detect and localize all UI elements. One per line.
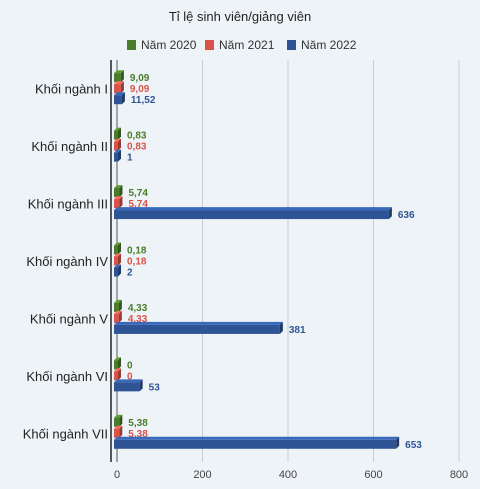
- data-label-3-6: 53: [149, 382, 161, 393]
- x-tick-label-200: 200: [193, 469, 211, 481]
- data-label-1-2: 0,83: [127, 131, 147, 142]
- bars: 9,099,0911,520,830,8315,745,746360,180,1…: [114, 70, 422, 451]
- data-label-2-6: 0: [127, 371, 133, 382]
- bar-2-7[interactable]: [114, 425, 123, 438]
- data-label-3-3: 636: [398, 210, 415, 221]
- data-label-3-5: 381: [289, 325, 306, 336]
- bar-3-6[interactable]: [114, 379, 143, 392]
- data-label-3-4: 2: [127, 268, 133, 279]
- data-label-2-2: 0,83: [127, 142, 147, 153]
- data-label-1-5: 4,33: [128, 303, 148, 314]
- bar-1-6[interactable]: [114, 357, 121, 370]
- legend-swatch-1[interactable]: [127, 40, 136, 50]
- category-labels: Khối ngành I Khối ngành II Khối ngành III K…: [23, 82, 109, 442]
- legend-swatch-3[interactable]: [287, 40, 296, 50]
- data-label-2-5: 4,33: [128, 314, 148, 325]
- data-label-2-1: 9,09: [130, 84, 150, 95]
- data-label-2-4: 0,18: [127, 257, 147, 268]
- data-label-2-3: 5,74: [128, 199, 148, 210]
- bar-3-7[interactable]: [114, 436, 400, 449]
- bar-1-2[interactable]: [114, 127, 121, 140]
- data-label-2-7: 5,38: [128, 429, 148, 440]
- bar-3-3[interactable]: [114, 207, 392, 220]
- bar-2-5[interactable]: [114, 310, 122, 323]
- x-tick-label-800: 800: [450, 469, 468, 481]
- data-label-1-1: 9,09: [130, 73, 150, 84]
- chart-title: Tỉ lệ sinh viên/giảng viên: [169, 9, 311, 24]
- bar-3-5[interactable]: [114, 321, 283, 334]
- x-tick-label-0: 0: [114, 469, 120, 481]
- data-label-1-7: 5,38: [128, 418, 148, 429]
- data-label-1-3: 5,74: [128, 188, 148, 199]
- bar-1-7[interactable]: [114, 414, 123, 427]
- category-label-5: Khối ngành V: [30, 311, 108, 326]
- bar-1-3[interactable]: [114, 185, 123, 198]
- bar-2-1[interactable]: [114, 81, 124, 94]
- category-label-7: Khối ngành VII: [23, 426, 108, 441]
- data-label-3-2: 1: [127, 153, 133, 164]
- category-label-4: Khối ngành IV: [26, 254, 108, 269]
- data-label-3-1: 11,52: [131, 95, 156, 106]
- legend-label-1[interactable]: Năm 2020: [141, 38, 197, 52]
- data-label-1-6: 0: [127, 360, 133, 371]
- x-tick-label-400: 400: [279, 469, 297, 481]
- grid: [110, 60, 460, 462]
- category-label-2: Khối ngành II: [31, 139, 108, 154]
- bar-1-1[interactable]: [114, 70, 124, 83]
- bar-3-2[interactable]: [114, 149, 121, 162]
- bar-2-3[interactable]: [114, 196, 123, 209]
- category-label-1: Khối ngành I: [35, 82, 108, 97]
- bar-1-5[interactable]: [114, 299, 122, 312]
- x-tick-labels: 0 200 400 600 800: [114, 469, 468, 481]
- legend-swatch-2[interactable]: [205, 40, 214, 50]
- legend-label-3[interactable]: Năm 2022: [301, 38, 357, 52]
- data-label-3-7: 653: [405, 440, 422, 451]
- legend: Năm 2020 Năm 2021 Năm 2022: [127, 38, 357, 52]
- bar-3-4[interactable]: [114, 264, 121, 277]
- legend-label-2[interactable]: Năm 2021: [219, 38, 275, 52]
- category-label-3: Khối ngành III: [28, 197, 108, 212]
- x-tick-label-600: 600: [364, 469, 382, 481]
- category-label-6: Khối ngành VI: [26, 369, 108, 384]
- data-label-1-4: 0,18: [127, 246, 147, 257]
- bar-3-1[interactable]: [114, 92, 125, 105]
- bar-2-2[interactable]: [114, 138, 121, 151]
- bar-1-4[interactable]: [114, 242, 121, 255]
- bar-2-6[interactable]: [114, 368, 121, 381]
- bar-2-4[interactable]: [114, 253, 121, 266]
